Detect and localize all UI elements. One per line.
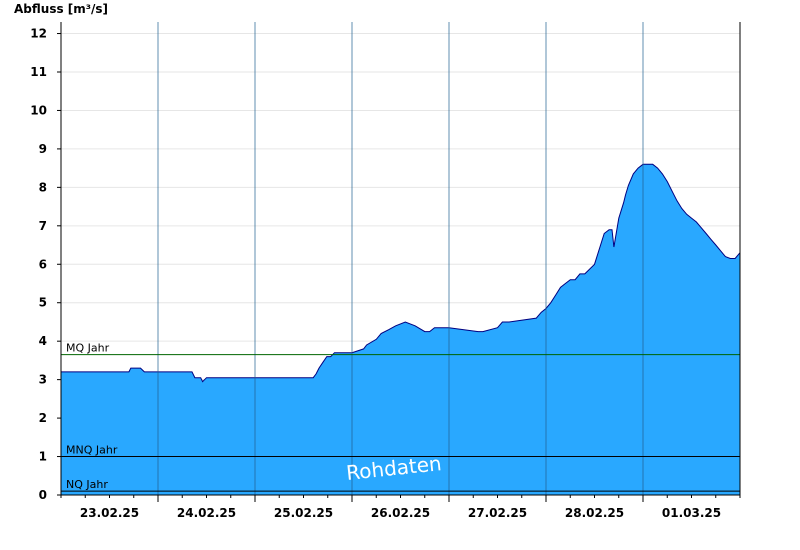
- x-tick-label: 01.03.25: [662, 506, 721, 520]
- y-tick-label: 5: [39, 296, 47, 310]
- y-tick-label: 8: [39, 180, 47, 194]
- y-tick-label: 0: [39, 488, 47, 502]
- y-tick-label: 12: [30, 27, 47, 41]
- reference-line-label: NQ Jahr: [66, 478, 108, 491]
- y-tick-label: 11: [30, 65, 47, 79]
- y-tick-label: 10: [30, 103, 47, 117]
- y-tick-label: 4: [39, 334, 47, 348]
- x-tick-label: 23.02.25: [80, 506, 139, 520]
- y-tick-label: 9: [39, 142, 47, 156]
- x-tick-label: 28.02.25: [565, 506, 624, 520]
- y-tick-label: 2: [39, 411, 47, 425]
- day-boundary-lines: [157, 22, 644, 495]
- y-tick-label: 3: [39, 373, 47, 387]
- discharge-area: [61, 164, 740, 496]
- x-axis-ticks: 23.02.25 24.02.25 25.02.25 26.02.25 27.02.25…: [60, 495, 741, 520]
- x-tick-label: 25.02.25: [274, 506, 333, 520]
- y-axis-title: Abfluss [m³/s]: [14, 2, 108, 16]
- y-tick-label: 6: [39, 257, 47, 271]
- x-tick-label: 24.02.25: [177, 506, 236, 520]
- reference-line-label: MQ Jahr: [66, 342, 110, 355]
- reference-lines: MQ Jahr MNQ Jahr NQ Jahr: [61, 342, 740, 492]
- reference-line-label: MNQ Jahr: [66, 444, 118, 457]
- y-tick-label: 1: [39, 450, 47, 464]
- x-tick-label: 26.02.25: [371, 506, 430, 520]
- y-tick-label: 7: [39, 219, 47, 233]
- discharge-series: [61, 163, 741, 496]
- x-tick-label: 27.02.25: [468, 506, 527, 520]
- discharge-line: [61, 163, 741, 383]
